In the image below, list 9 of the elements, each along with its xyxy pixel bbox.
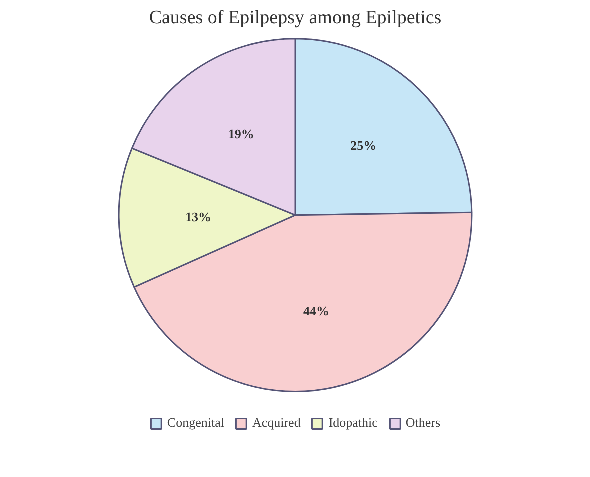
data-label: 19% bbox=[228, 126, 254, 142]
data-label: 25% bbox=[350, 138, 377, 153]
legend-label: Idopathic bbox=[328, 415, 378, 431]
legend-label: Acquired bbox=[252, 415, 301, 431]
legend-label: Congenital bbox=[167, 415, 224, 431]
chart-title: Causes of Epilpepsy among Epilpetics bbox=[149, 8, 442, 28]
data-label: 44% bbox=[303, 304, 330, 319]
legend-label: Others bbox=[406, 415, 441, 431]
data-label: 13% bbox=[185, 209, 212, 224]
